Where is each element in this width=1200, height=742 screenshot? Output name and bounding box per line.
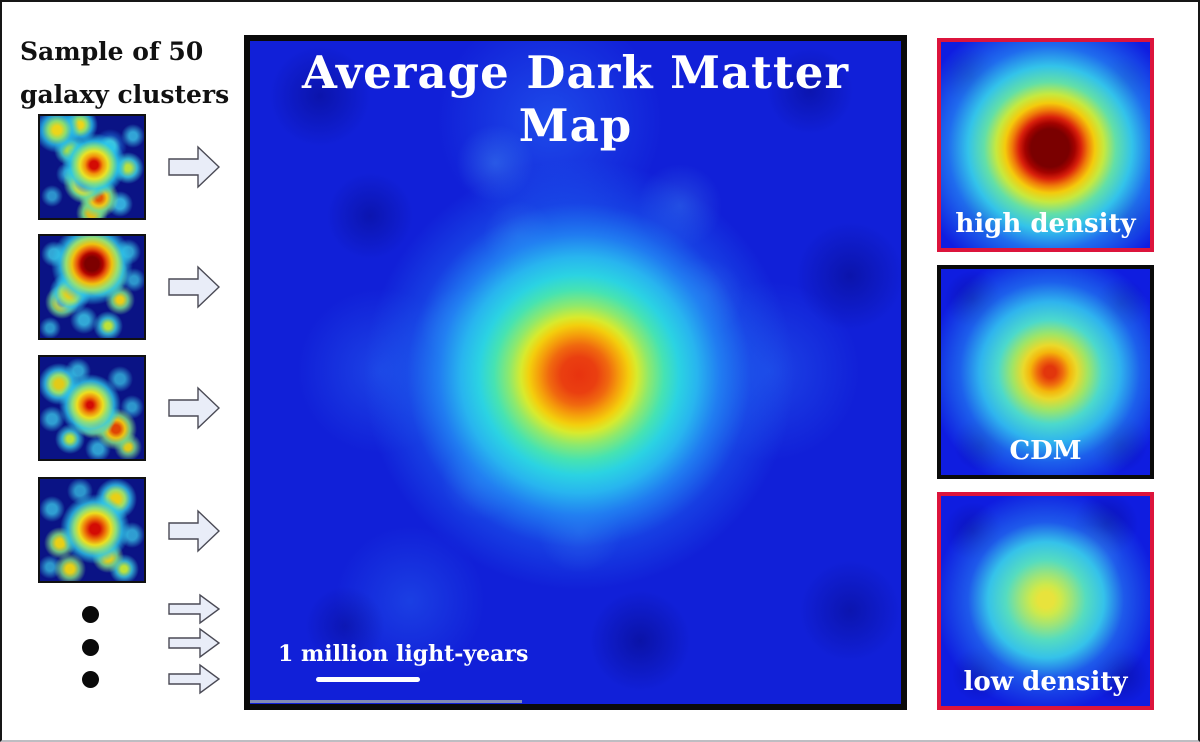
high-density-label: high density — [955, 209, 1136, 239]
side-panel-low-density: low density — [937, 492, 1154, 710]
right-arrow-icon — [168, 593, 221, 629]
cluster-thumbnail-2 — [38, 234, 146, 340]
ellipsis-dot — [82, 671, 99, 688]
side-panel-cdm: CDM — [937, 265, 1154, 479]
average-map-panel: Average Dark Matter Map 1 million light-… — [244, 35, 907, 710]
sample-caption: Sample of 50 galaxy clusters — [20, 30, 229, 116]
right-arrow-icon — [168, 627, 221, 663]
right-arrow-icon — [168, 385, 221, 435]
scale-label: 1 million light-years — [278, 641, 529, 667]
sample-caption-line2: galaxy clusters — [20, 80, 230, 109]
side-panel-high-density: high density — [937, 38, 1154, 252]
cluster-thumbnail-4 — [38, 477, 146, 583]
ellipsis-dot — [82, 606, 99, 623]
map-title: Average Dark Matter Map — [301, 46, 850, 152]
cdm-label: CDM — [1009, 436, 1082, 466]
right-arrow-icon — [168, 144, 221, 194]
scale-bar — [316, 677, 420, 682]
cluster-thumbnail-3 — [38, 355, 146, 461]
right-arrow-icon — [168, 508, 221, 558]
right-arrow-icon — [168, 663, 221, 699]
right-arrow-icon — [168, 264, 221, 314]
sample-caption-line1: Sample of 50 — [20, 37, 204, 66]
ellipsis-dot — [82, 639, 99, 656]
low-density-label: low density — [963, 667, 1128, 697]
map-edge-artifact — [250, 700, 522, 703]
cluster-thumbnail-1 — [38, 114, 146, 220]
